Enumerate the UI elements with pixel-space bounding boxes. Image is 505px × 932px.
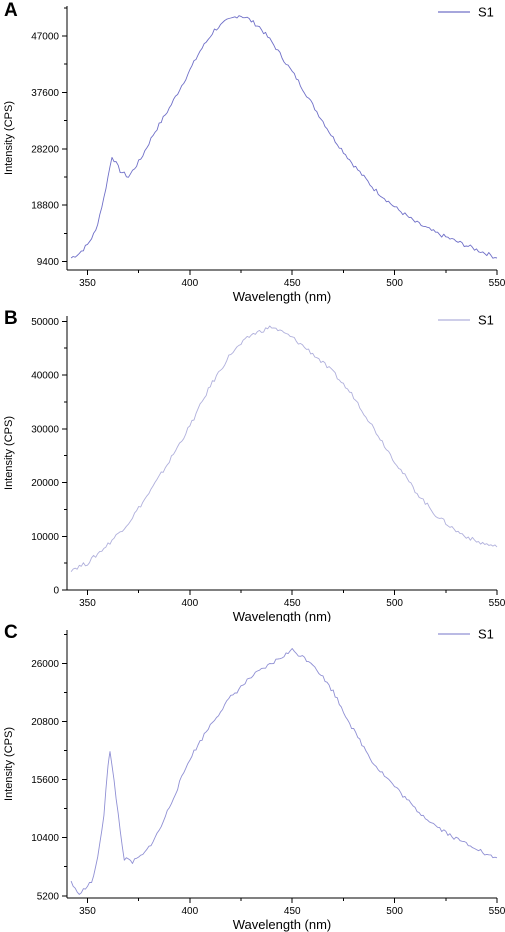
panel-letter: C (4, 622, 18, 643)
legend-label: S1 (478, 5, 494, 20)
x-tick-label: 550 (489, 278, 505, 289)
chart-b: 350 400 450 500 550 0 10000 20000 30000 40000 5000… (3, 313, 505, 623)
x-tick-label: 350 (79, 906, 96, 917)
series-line-s1 (70, 325, 498, 572)
panel-a: A 350 400 450 500 550 9400 18800 28200 37600 4700… (0, 0, 505, 308)
panel-b: B 350 400 450 500 550 0 10000 20000 30000 40000 50… (0, 308, 505, 622)
y-tick-label: 26000 (31, 659, 59, 670)
chart-c: 350 400 450 500 550 5200 10400 15600 20800 26000 W… (3, 627, 505, 932)
y-tick-label: 10000 (31, 532, 59, 543)
x-tick-label: 400 (182, 278, 199, 289)
x-tick-label: 450 (284, 906, 301, 917)
y-tick-label: 40000 (31, 371, 59, 382)
x-axis-label: Wavelength (nm) (233, 917, 332, 932)
x-axis-label: Wavelength (nm) (233, 289, 332, 304)
panel-c: C 350 400 450 500 550 5200 10400 15600 20800 2600… (0, 622, 505, 932)
y-tick-label: 5200 (37, 891, 60, 902)
y-axis-label: Intensity (CPS) (3, 101, 15, 175)
y-tick-label: 28200 (31, 144, 59, 155)
y-tick-label: 37600 (31, 88, 59, 99)
x-tick-label: 550 (489, 598, 505, 609)
x-tick-label: 450 (284, 278, 301, 289)
x-tick-label: 550 (489, 906, 505, 917)
y-tick-label: 15600 (31, 775, 59, 786)
x-tick-label: 500 (386, 906, 403, 917)
y-tick-label: 47000 (31, 32, 59, 43)
y-tick-label: 0 (53, 586, 59, 597)
y-tick-label: 20800 (31, 717, 59, 728)
y-tick-label: 20000 (31, 478, 59, 489)
panel-letter: A (4, 0, 18, 21)
legend-label: S1 (478, 627, 494, 642)
y-axis-label: Intensity (CPS) (3, 416, 15, 490)
chart-a: 350 400 450 500 550 9400 18800 28200 37600 47000 W… (3, 5, 505, 305)
panel-letter: B (4, 308, 18, 329)
x-tick-label: 500 (386, 598, 403, 609)
x-tick-label: 400 (182, 598, 199, 609)
x-tick-label: 350 (79, 278, 96, 289)
y-tick-label: 50000 (31, 317, 59, 328)
x-tick-label: 450 (284, 598, 301, 609)
series-line-s1 (70, 648, 498, 895)
legend-label: S1 (478, 313, 494, 328)
y-tick-label: 9400 (37, 257, 60, 268)
x-tick-label: 400 (182, 906, 199, 917)
y-tick-label: 30000 (31, 424, 59, 435)
y-tick-label: 10400 (31, 833, 59, 844)
x-axis-label: Wavelength (nm) (233, 609, 332, 622)
x-tick-label: 500 (386, 278, 403, 289)
series-line-s1 (70, 15, 498, 259)
y-tick-label: 18800 (31, 201, 59, 212)
y-axis-label: Intensity (CPS) (3, 727, 15, 801)
x-tick-label: 350 (79, 598, 96, 609)
